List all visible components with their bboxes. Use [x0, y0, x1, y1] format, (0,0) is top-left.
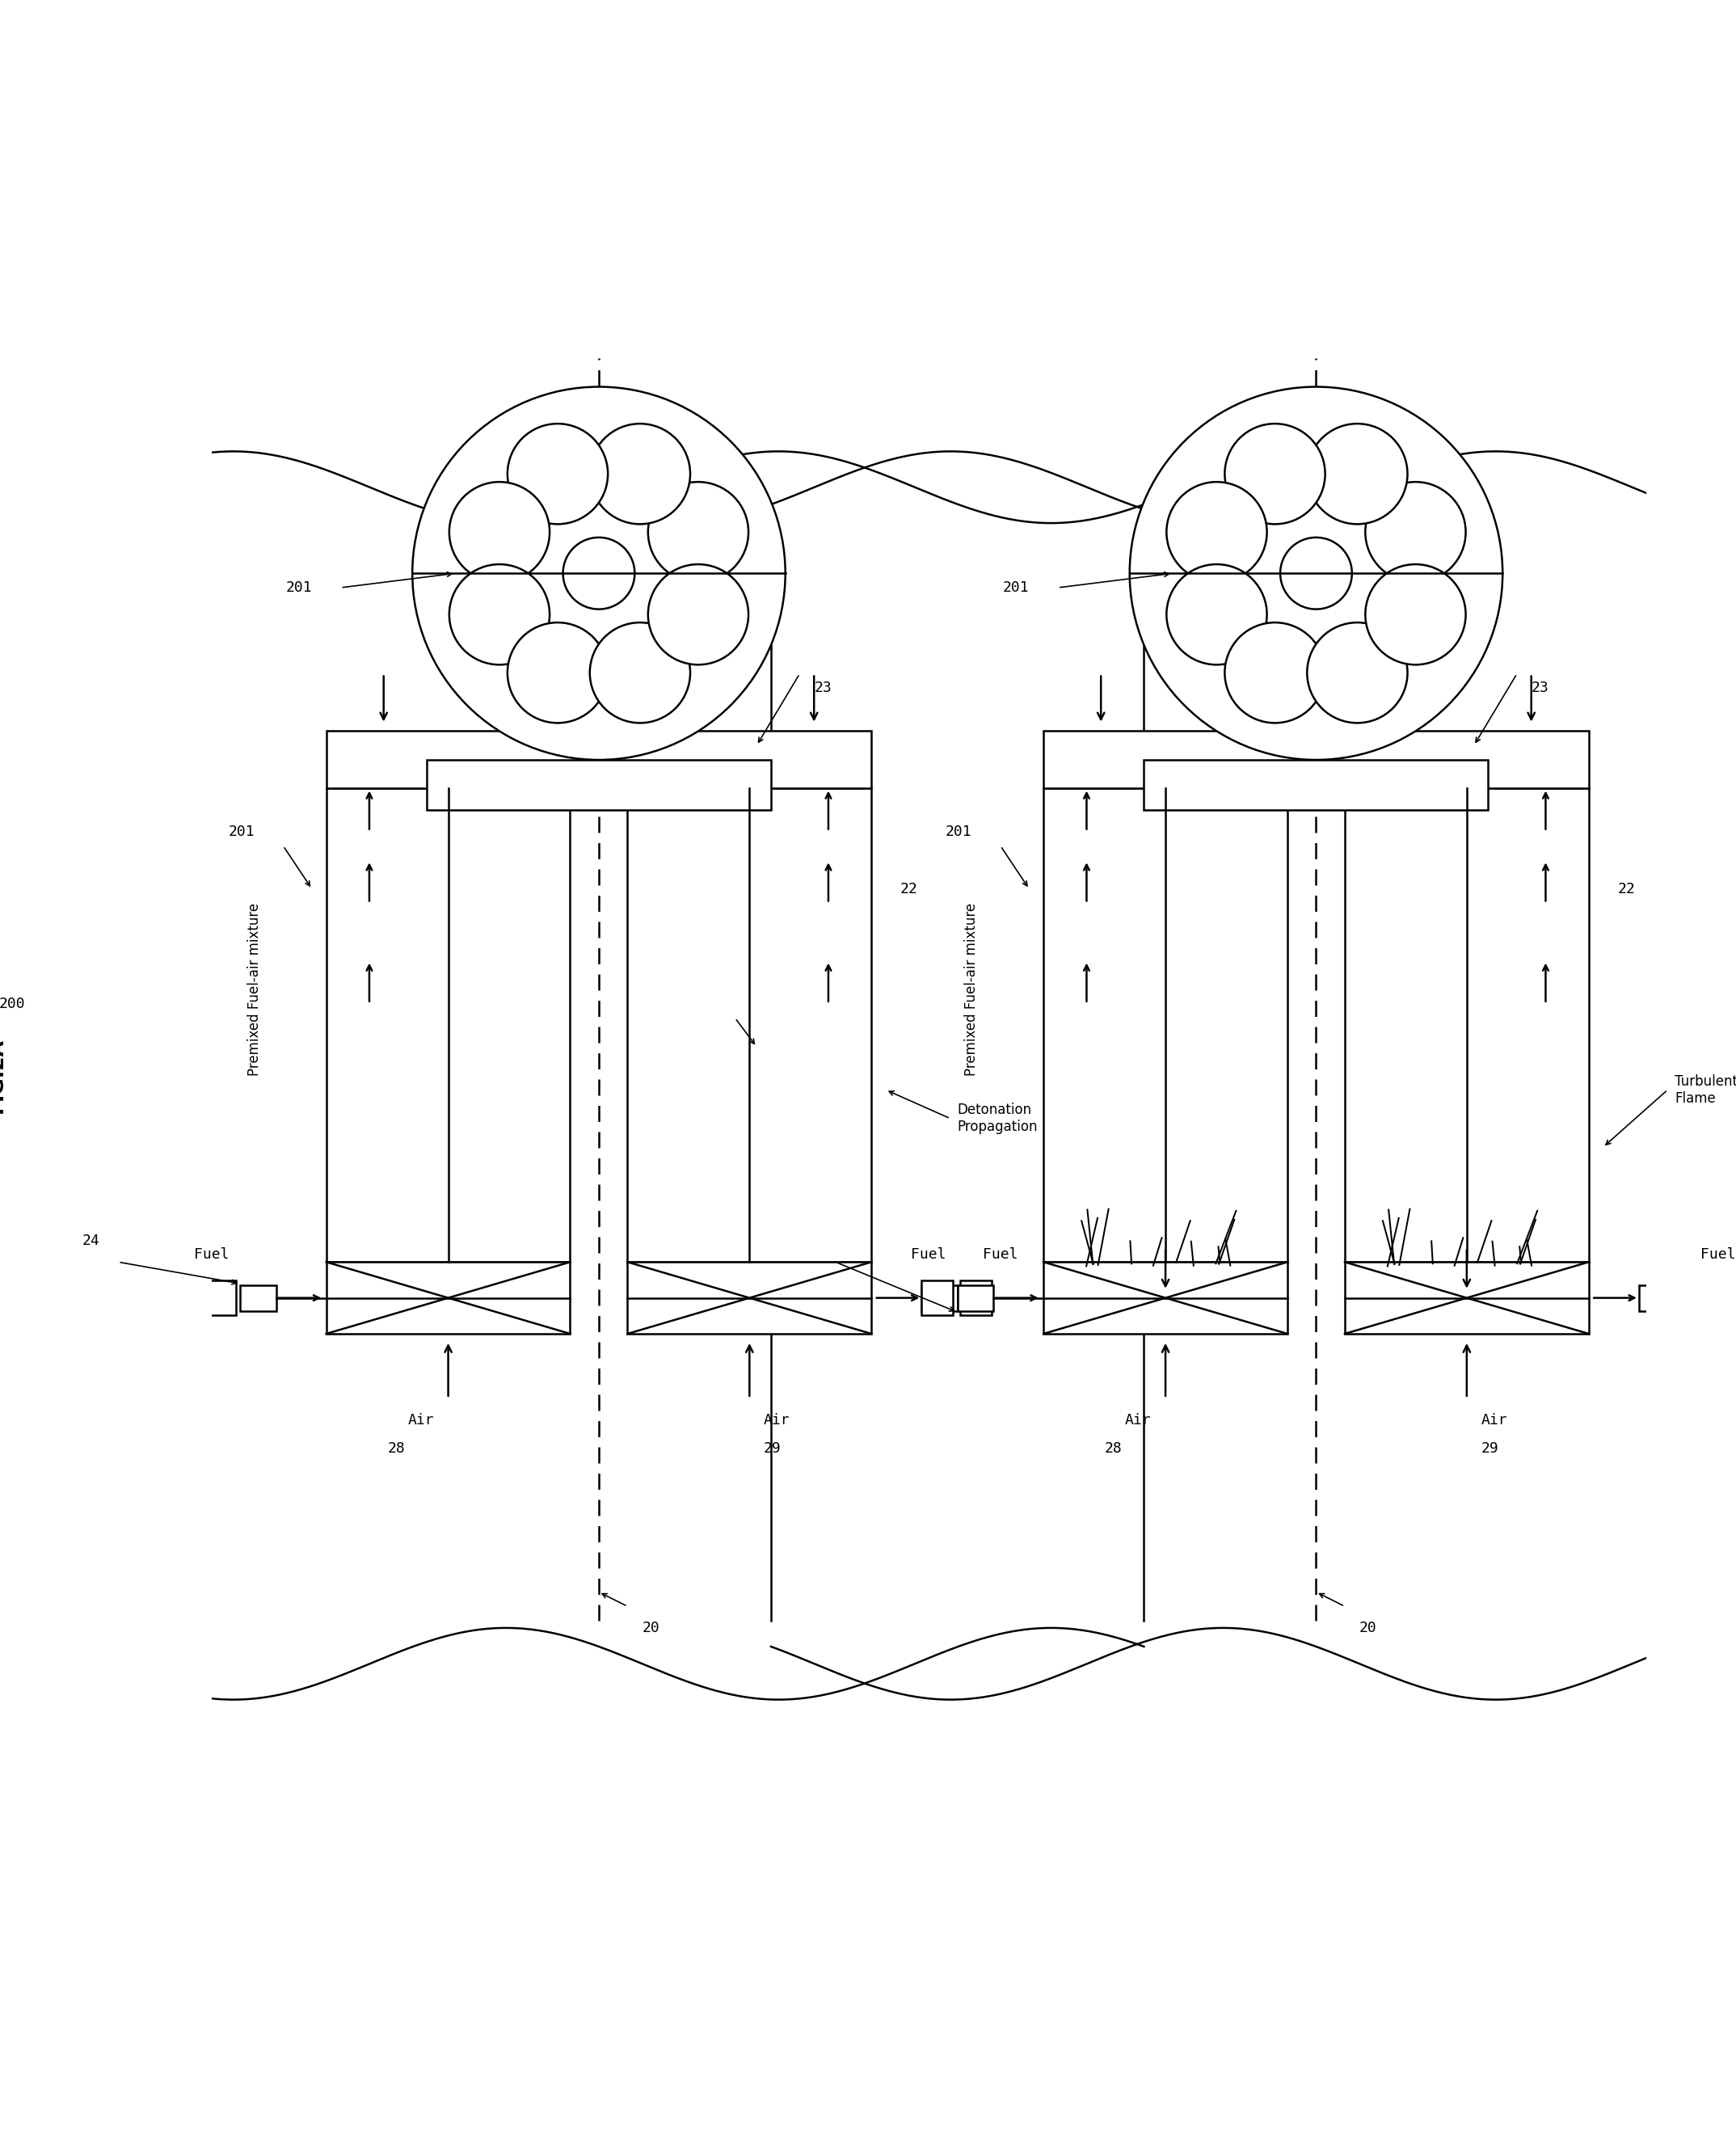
- Bar: [1677, 1280, 1710, 1314]
- Text: Fuel: Fuel: [911, 1248, 946, 1263]
- Text: 201: 201: [1003, 581, 1029, 596]
- Text: Air: Air: [408, 1413, 434, 1428]
- Circle shape: [413, 387, 785, 759]
- Text: 29: 29: [764, 1441, 781, 1456]
- Text: 201: 201: [946, 824, 972, 839]
- Circle shape: [590, 622, 691, 723]
- Circle shape: [1224, 622, 1325, 723]
- Text: 22: 22: [1618, 882, 1635, 897]
- Text: Turbulent
Flame: Turbulent Flame: [1675, 1073, 1736, 1106]
- Bar: [627, 789, 871, 1263]
- Bar: [326, 789, 569, 1263]
- Circle shape: [1167, 482, 1267, 583]
- Bar: [922, 1280, 953, 1314]
- Bar: [427, 759, 771, 811]
- Circle shape: [450, 564, 550, 665]
- Text: 24: 24: [82, 1233, 101, 1248]
- Text: Air: Air: [1481, 1413, 1507, 1428]
- Circle shape: [1364, 482, 1465, 583]
- Bar: [960, 1280, 991, 1314]
- Circle shape: [1307, 622, 1408, 723]
- Circle shape: [1130, 387, 1503, 759]
- Text: 201: 201: [227, 824, 255, 839]
- Circle shape: [507, 424, 608, 525]
- Circle shape: [590, 424, 691, 525]
- Text: 22: 22: [899, 882, 918, 897]
- Circle shape: [648, 482, 748, 583]
- Circle shape: [1307, 424, 1408, 525]
- Circle shape: [1167, 564, 1267, 665]
- Text: 200: 200: [0, 996, 24, 1011]
- Text: 23: 23: [814, 682, 832, 695]
- Bar: [205, 1280, 236, 1314]
- Bar: [1639, 1284, 1675, 1310]
- Text: Premixed Fuel-air mixture: Premixed Fuel-air mixture: [247, 903, 262, 1076]
- Circle shape: [648, 564, 748, 665]
- Bar: [326, 731, 871, 789]
- Text: 29: 29: [1481, 1441, 1498, 1456]
- Circle shape: [1364, 564, 1465, 665]
- Text: 200: 200: [715, 996, 743, 1011]
- Text: Fuel: Fuel: [194, 1248, 229, 1263]
- Bar: [1043, 789, 1288, 1263]
- Bar: [627, 1263, 871, 1334]
- Text: 23: 23: [1531, 682, 1549, 695]
- Text: FIG.2A: FIG.2A: [0, 1039, 5, 1112]
- Bar: [1345, 1263, 1588, 1334]
- Text: FIG.2B: FIG.2B: [703, 1039, 724, 1112]
- Text: Fuel: Fuel: [983, 1248, 1017, 1263]
- Bar: [240, 1284, 276, 1310]
- Circle shape: [1224, 424, 1325, 525]
- Text: Air: Air: [764, 1413, 790, 1428]
- Bar: [1043, 1263, 1288, 1334]
- Bar: [958, 1284, 993, 1310]
- Text: 20: 20: [642, 1620, 660, 1635]
- Text: 28: 28: [387, 1441, 404, 1456]
- Text: 20: 20: [1359, 1620, 1377, 1635]
- Text: Detonation
Propagation: Detonation Propagation: [958, 1103, 1038, 1134]
- Bar: [326, 1263, 569, 1334]
- Circle shape: [562, 538, 635, 609]
- Text: Fuel: Fuel: [1700, 1248, 1736, 1263]
- Circle shape: [450, 482, 550, 583]
- Circle shape: [1279, 538, 1352, 609]
- Text: Air: Air: [1125, 1413, 1151, 1428]
- Text: 28: 28: [1104, 1441, 1123, 1456]
- Bar: [922, 1284, 958, 1310]
- Text: 201: 201: [285, 581, 312, 596]
- Bar: [1144, 759, 1488, 811]
- Text: Premixed Fuel-air mixture: Premixed Fuel-air mixture: [965, 903, 979, 1076]
- Bar: [1043, 731, 1588, 789]
- Bar: [1345, 789, 1588, 1263]
- Circle shape: [507, 622, 608, 723]
- Text: 26: 26: [800, 1233, 818, 1248]
